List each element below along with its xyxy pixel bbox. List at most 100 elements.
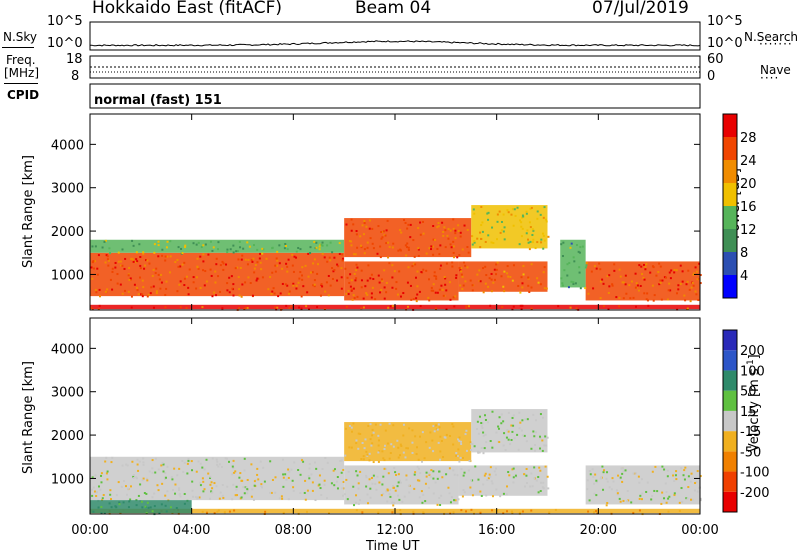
power-speckle — [354, 279, 357, 282]
power-speckle — [537, 281, 540, 284]
velocity-speckle — [462, 488, 465, 491]
velocity-speckle — [591, 468, 594, 471]
velocity-speckle — [538, 466, 541, 469]
velocity-colorbar-swatch — [723, 350, 737, 371]
power-speckle — [391, 264, 394, 267]
velocity-speckle — [417, 467, 420, 470]
velocity-speckle — [469, 486, 472, 489]
velocity-speckle — [422, 493, 425, 496]
velocity-speckle — [384, 444, 387, 447]
power-speckle — [226, 282, 229, 285]
power-speckle — [661, 279, 664, 282]
power-speckle — [414, 276, 417, 279]
power-speckle — [166, 240, 169, 243]
power-speckle — [219, 290, 222, 293]
velocity-speckle — [91, 494, 94, 497]
velocity-speckle — [403, 495, 406, 498]
velocity-speckle — [390, 443, 393, 446]
power-speckle — [202, 253, 205, 256]
velocity-speckle — [361, 511, 364, 514]
velocity-speckle — [451, 423, 454, 426]
power-speckle — [485, 274, 488, 277]
freq-tick-bottom: 8 — [71, 69, 80, 84]
velocity-speckle — [285, 478, 288, 481]
velocity-speckle — [256, 467, 259, 470]
power-speckle — [539, 283, 542, 286]
power-speckle — [526, 229, 529, 232]
power-speckle — [232, 283, 235, 286]
power-speckle — [197, 241, 200, 244]
power-speckle — [271, 247, 274, 250]
velocity-speckle — [673, 494, 676, 497]
velocity-speckle — [376, 475, 379, 478]
power-speckle — [530, 206, 533, 209]
velocity-speckle — [142, 461, 145, 464]
power-speckle — [155, 267, 158, 270]
power-speckle — [543, 287, 546, 290]
velocity-colorbar-tick: 200 — [740, 344, 765, 359]
velocity-speckle — [685, 497, 688, 500]
power-speckle — [630, 280, 633, 283]
power-speckle — [288, 290, 291, 293]
power-speckle — [536, 217, 539, 220]
velocity-speckle — [482, 452, 485, 455]
power-speckle — [295, 250, 298, 253]
power-speckle — [487, 211, 490, 214]
velocity-speckle — [381, 483, 384, 486]
power-speckle — [457, 229, 460, 232]
velocity-speckle — [269, 491, 272, 494]
power-speckle — [461, 248, 464, 251]
velocity-speckle — [90, 488, 93, 491]
velocity-speckle — [511, 430, 514, 433]
power-colorbar-tick: 20 — [740, 177, 757, 192]
velocity-speckle — [680, 487, 683, 490]
velocity-speckle — [478, 415, 481, 418]
velocity-speckle — [126, 464, 129, 467]
velocity-speckle — [447, 486, 450, 489]
velocity-speckle — [398, 498, 401, 501]
velocity-colorbar-swatch — [723, 431, 737, 452]
velocity-speckle — [260, 483, 263, 486]
velocity-speckle — [382, 492, 385, 495]
power-speckle — [684, 299, 687, 302]
velocity-speckle — [429, 431, 432, 434]
velocity-speckle — [455, 452, 458, 455]
power-speckle — [141, 295, 144, 298]
power-speckle — [677, 284, 680, 287]
velocity-speckle — [190, 460, 193, 463]
velocity-speckle — [432, 477, 435, 480]
velocity-speckle — [497, 425, 500, 428]
velocity-speckle — [505, 493, 508, 496]
power-speckle — [507, 275, 510, 278]
power-speckle — [164, 306, 167, 309]
velocity-speckle — [394, 489, 397, 492]
power-speckle — [643, 278, 646, 281]
velocity-speckle — [343, 487, 346, 490]
power-speckle — [286, 270, 289, 273]
velocity-speckle — [321, 468, 324, 471]
power-speckle — [569, 306, 572, 309]
velocity-speckle — [362, 455, 365, 458]
power-speckle — [286, 265, 289, 268]
velocity-heatmap — [90, 409, 702, 516]
velocity-speckle — [171, 478, 174, 481]
velocity-speckle — [326, 461, 329, 464]
velocity-speckle — [299, 492, 302, 495]
velocity-speckle — [218, 463, 221, 466]
power-speckle — [685, 283, 688, 286]
velocity-speckle — [365, 450, 368, 453]
power-speckle — [169, 255, 172, 258]
velocity-speckle — [187, 458, 190, 461]
power-speckle — [439, 267, 442, 270]
power-speckle — [95, 291, 98, 294]
power-speckle — [202, 269, 205, 272]
power-speckle — [183, 284, 186, 287]
velocity-speckle — [344, 454, 347, 457]
power-speckle — [500, 275, 503, 278]
velocity-speckle — [440, 439, 443, 442]
velocity-speckle — [405, 478, 408, 481]
power-speckle — [428, 299, 431, 302]
velocity-speckle — [506, 485, 509, 488]
power-speckle — [438, 288, 441, 291]
power-speckle — [490, 241, 493, 244]
